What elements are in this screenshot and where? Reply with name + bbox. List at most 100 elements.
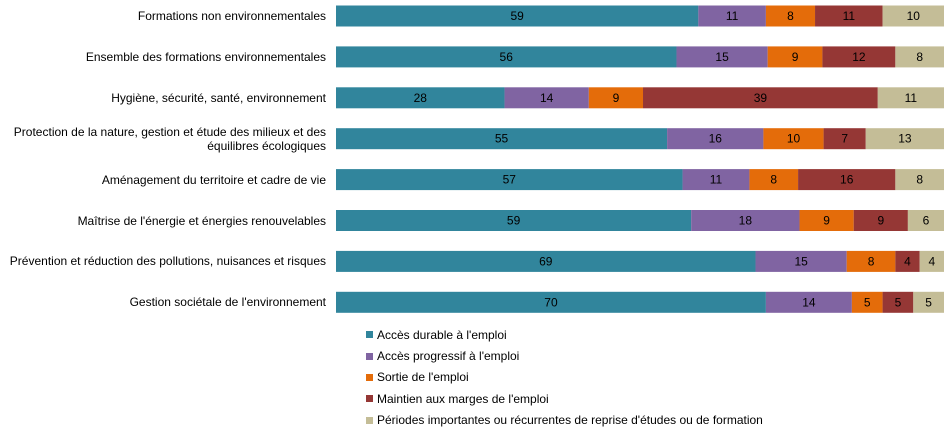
bar-segment (588, 87, 644, 109)
bar-segment (895, 169, 944, 191)
data-label: 59 (510, 9, 524, 23)
category-label: Protection de la nature, gestion et étud… (13, 124, 326, 153)
data-label: 57 (503, 173, 517, 187)
data-label: 5 (864, 295, 871, 309)
data-label: 59 (507, 214, 521, 228)
data-label: 8 (916, 50, 923, 64)
chart-legend: Accès durable à l'emploi Accès progressif… (366, 324, 763, 431)
legend-swatch (366, 416, 373, 424)
data-label: 8 (770, 173, 777, 187)
bar-segment (913, 291, 944, 313)
bar-segment (853, 210, 908, 231)
bar-segment (504, 87, 589, 109)
bar-segment (336, 250, 756, 272)
bar-segment (676, 46, 768, 68)
bar-segment (798, 169, 896, 191)
legend-item: Accès durable à l'emploi (366, 324, 763, 345)
category-label: Maîtrise de l'énergie et énergies renouv… (77, 213, 326, 228)
bar-segment (336, 87, 505, 109)
legend-label: Accès durable à l'emploi (377, 327, 507, 342)
data-label: 8 (787, 9, 794, 23)
bar-segment (865, 128, 944, 150)
data-label: 10 (787, 132, 801, 146)
bar-segment (895, 250, 920, 272)
data-label: 13 (898, 132, 912, 146)
data-label: 4 (928, 254, 935, 268)
data-label: 7 (841, 132, 848, 146)
legend-item: Sortie de l'emploi (366, 367, 763, 388)
legend-label: Accès progressif à l'emploi (377, 349, 520, 364)
data-label: 69 (539, 254, 553, 268)
bar-segment (682, 169, 750, 191)
data-label: 11 (710, 173, 723, 187)
data-label: 11 (905, 91, 918, 105)
category-label: Prévention et réduction des pollutions, … (9, 254, 326, 269)
data-label: 9 (613, 91, 620, 105)
legend-swatch (366, 373, 373, 381)
data-label: 8 (916, 173, 923, 187)
data-label: 16 (709, 132, 723, 146)
data-label: 8 (868, 254, 875, 268)
data-label: 11 (726, 9, 739, 23)
data-label: 5 (925, 295, 932, 309)
bar-segment (763, 128, 824, 150)
legend-label: Maintien aux marges de l'emploi (377, 391, 549, 406)
bar-segment (799, 210, 854, 231)
legend-item: Périodes importantes ou récurrentes de r… (366, 410, 763, 431)
data-label: 6 (923, 214, 930, 228)
data-label: 70 (544, 295, 558, 309)
data-label: 10 (907, 9, 921, 23)
bar-segment (336, 5, 699, 27)
data-label: 18 (739, 214, 753, 228)
category-label: Aménagement du territoire et cadre de vi… (101, 172, 326, 187)
data-label: 9 (877, 214, 884, 228)
bar-segment (336, 128, 668, 150)
data-label: 56 (500, 50, 514, 64)
bar-segment (882, 5, 944, 27)
data-label: 39 (754, 91, 768, 105)
bar-segment (919, 250, 944, 272)
legend-label: Sortie de l'emploi (377, 370, 469, 385)
data-label: 14 (802, 295, 816, 309)
bar-segment (846, 250, 896, 272)
bar-segment (907, 210, 944, 231)
data-label: 55 (495, 132, 509, 146)
bar-segment (691, 210, 800, 231)
bar-segment (643, 87, 878, 109)
bar-segment (755, 250, 847, 272)
bar-segment (882, 291, 914, 313)
bar-segment (667, 128, 764, 150)
bar-segment (822, 46, 896, 68)
bar-segment (336, 291, 766, 313)
legend-item: Accès progressif à l'emploi (366, 345, 763, 366)
data-label: 9 (792, 50, 799, 64)
bar-segment (336, 169, 683, 191)
category-label: Ensemble des formations environnementale… (85, 49, 326, 64)
bar-segment (765, 5, 816, 27)
bar-segment (336, 210, 692, 231)
data-label: 14 (540, 91, 554, 105)
legend-item: Maintien aux marges de l'emploi (366, 388, 763, 409)
bar-segment (851, 291, 883, 313)
bar-segment (815, 5, 883, 27)
bar-segment (823, 128, 866, 150)
data-label: 12 (852, 50, 866, 64)
bar-segment (895, 46, 944, 68)
data-label: 16 (840, 173, 854, 187)
bar-segment (767, 46, 823, 68)
legend-swatch (366, 331, 373, 339)
data-label: 9 (823, 214, 830, 228)
category-label: Hygiène, sécurité, santé, environnement (111, 90, 326, 105)
data-label: 15 (794, 254, 808, 268)
category-label: Formations non environnementales (137, 9, 326, 23)
bar-segment (336, 46, 677, 68)
bar-segment (877, 87, 944, 109)
data-label: 28 (414, 91, 428, 105)
bar-segment (765, 291, 852, 313)
data-label: 15 (715, 50, 729, 64)
data-label: 4 (904, 254, 911, 268)
legend-swatch (366, 352, 373, 360)
legend-swatch (366, 395, 373, 403)
